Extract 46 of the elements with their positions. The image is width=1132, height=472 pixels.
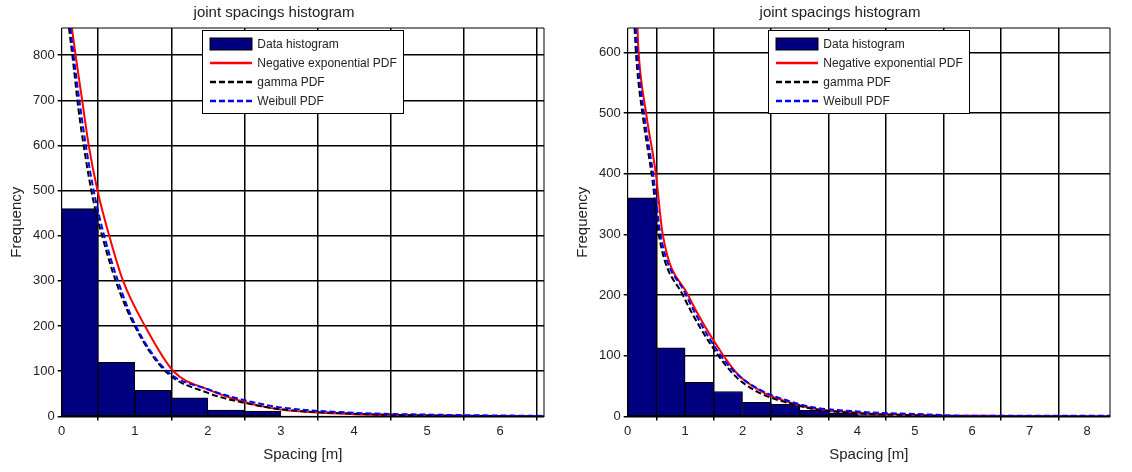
legend-label: Data histogram (823, 36, 905, 51)
x-tick-label: 6 (496, 422, 504, 438)
y-tick-label: 0 (47, 407, 55, 423)
y-tick-label: 500 (598, 104, 621, 120)
y-tick-label: 100 (32, 362, 55, 378)
x-tick-label: 4 (350, 422, 358, 438)
y-tick-label: 300 (32, 272, 55, 288)
y-tick-label: 400 (598, 165, 621, 181)
y-tick-label: 400 (32, 227, 55, 243)
x-tick-label: 1 (681, 422, 689, 438)
y-tick-label: 600 (598, 43, 621, 59)
legend-label: Weibull PDF (823, 93, 890, 108)
legend-label: Weibull PDF (257, 93, 324, 108)
x-tick-label: 8 (1083, 422, 1091, 438)
x-axis-title: Spacing [m] (263, 445, 343, 463)
x-tick-label: 5 (911, 422, 919, 438)
y-tick-label: 100 (598, 347, 621, 363)
x-tick-label: 1 (131, 422, 139, 438)
x-tick-label: 2 (204, 422, 212, 438)
legend-label: Negative exponential PDF (257, 55, 397, 70)
chart-title: joint spacings histogram (192, 3, 355, 21)
y-tick-label: 800 (32, 46, 55, 62)
y-tick-label: 0 (613, 407, 621, 423)
legend-label: Negative exponential PDF (823, 55, 963, 70)
y-axis-title: Frequency (7, 186, 25, 258)
x-axis-title: Spacing [m] (829, 445, 909, 463)
y-tick-label: 300 (598, 225, 621, 241)
x-tick-label: 3 (277, 422, 285, 438)
y-tick-label: 500 (32, 182, 55, 198)
legend-label: gamma PDF (823, 74, 891, 89)
y-axis-title: Frequency (573, 186, 591, 258)
x-tick-label: 5 (423, 422, 431, 438)
x-tick-label: 0 (624, 422, 632, 438)
legend-label: gamma PDF (257, 74, 325, 89)
y-tick-label: 700 (32, 91, 55, 107)
x-tick-label: 3 (796, 422, 804, 438)
y-tick-label: 200 (598, 286, 621, 302)
x-tick-label: 2 (738, 422, 747, 438)
x-tick-label: 4 (853, 422, 861, 438)
x-tick-label: 0 (58, 422, 66, 438)
y-tick-label: 600 (32, 137, 55, 152)
chart-title: joint spacings histogram (758, 3, 921, 21)
x-tick-label: 6 (968, 422, 976, 438)
x-tick-label: 7 (1026, 422, 1034, 438)
y-tick-label: 200 (32, 317, 55, 333)
legend-label: Data histogram (257, 36, 339, 51)
